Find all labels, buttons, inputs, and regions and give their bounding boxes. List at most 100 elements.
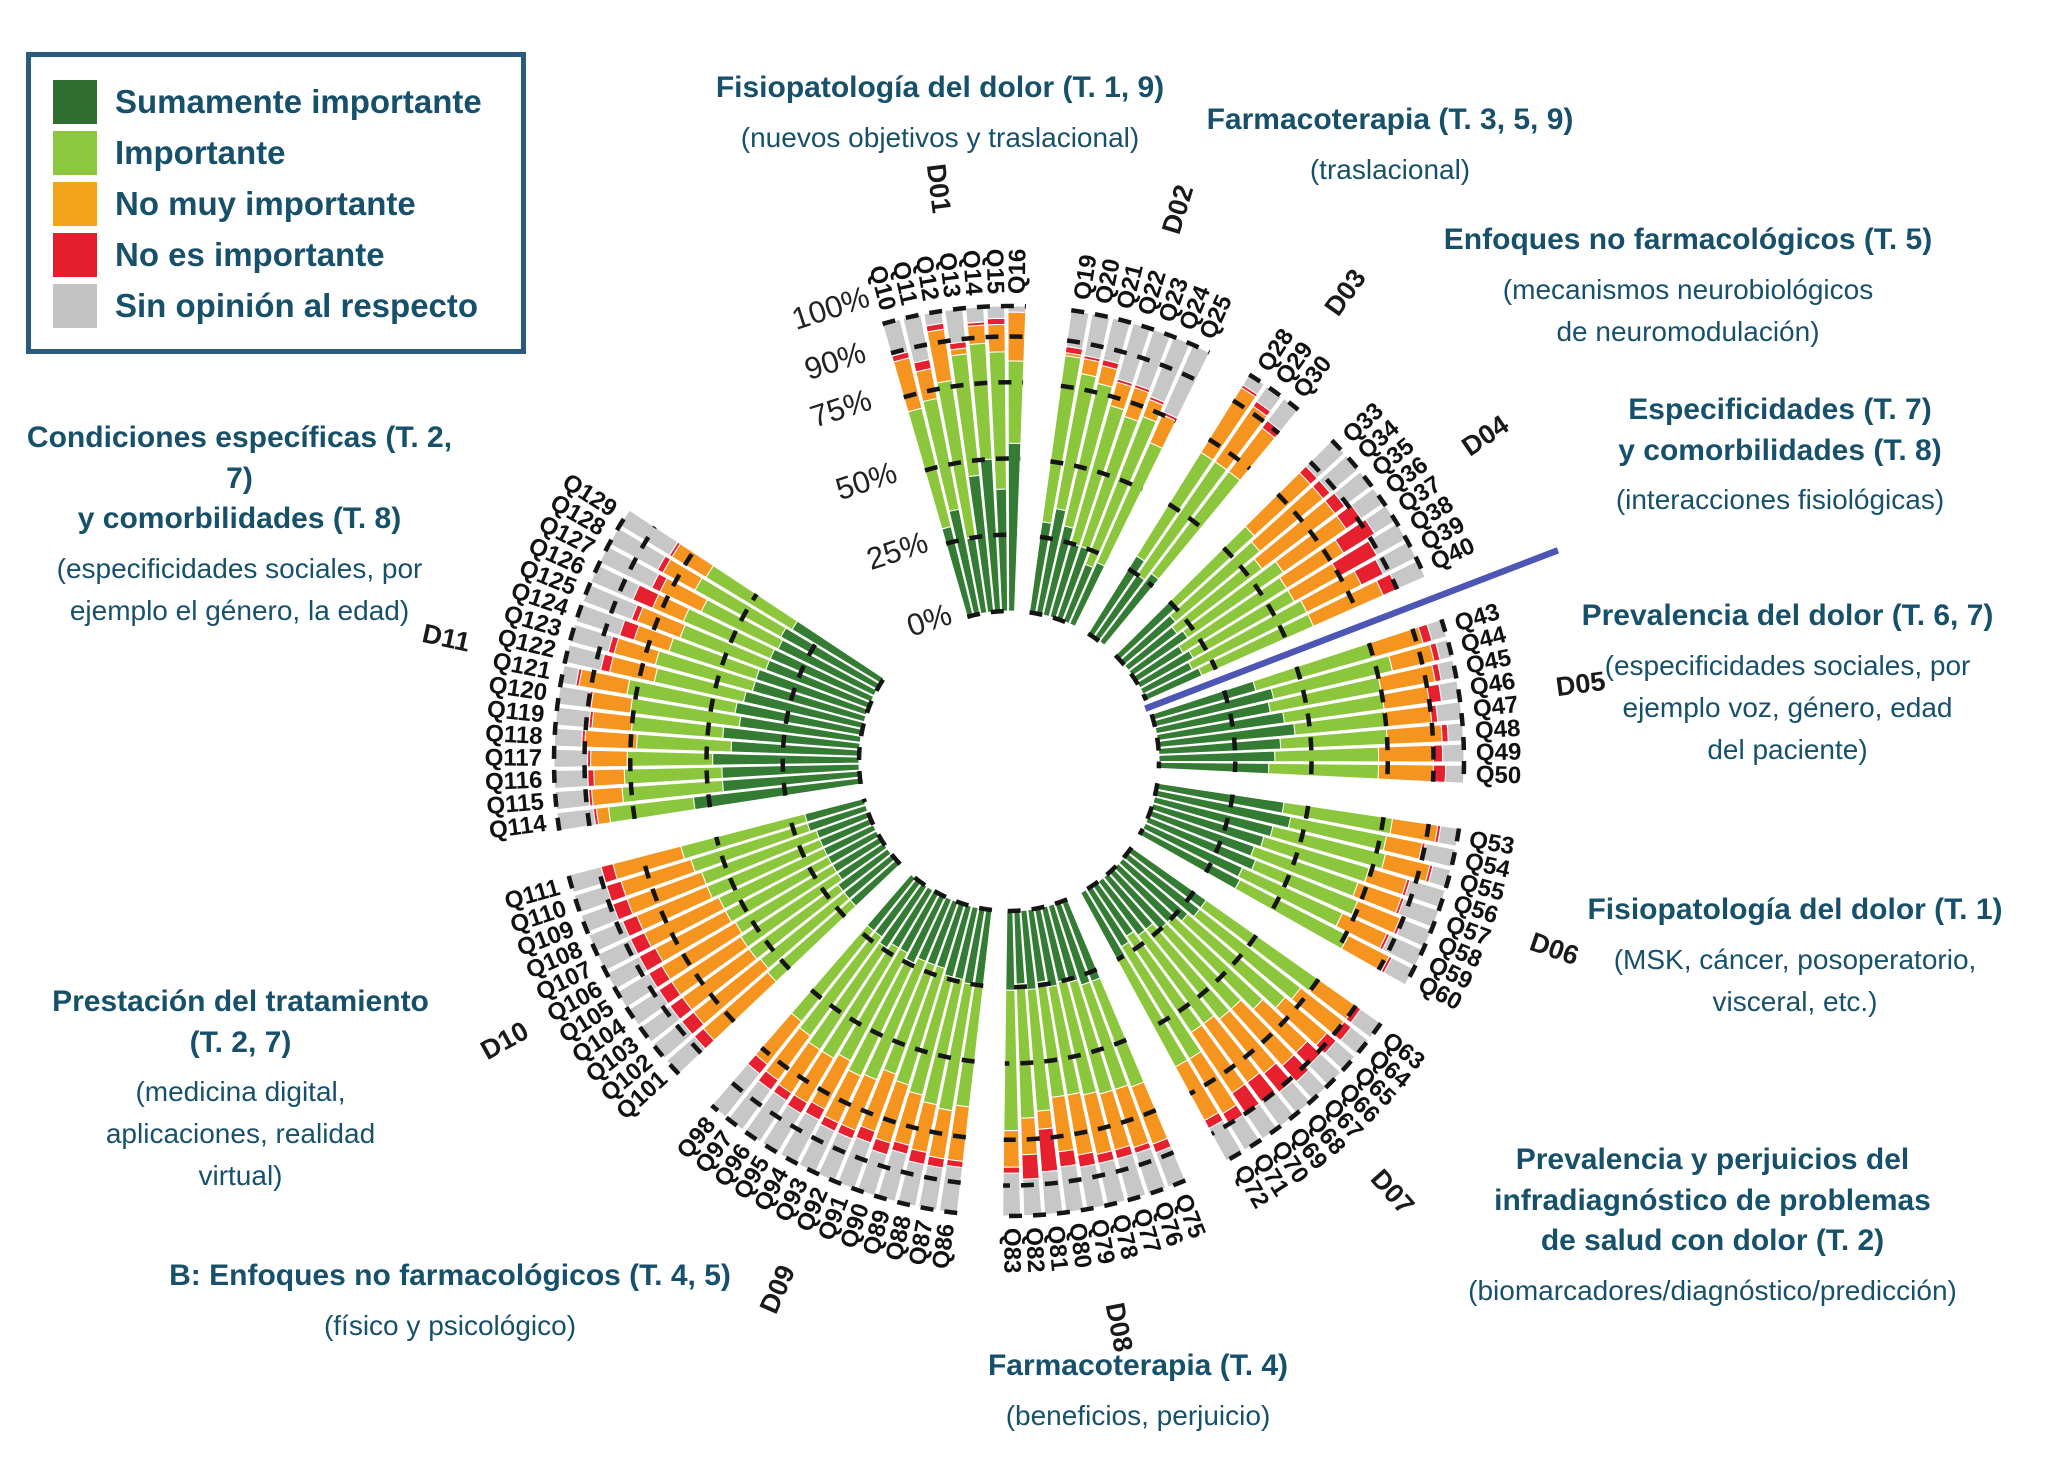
segment-Q14-2: [966, 324, 987, 346]
gridline-ring-0: [1086, 631, 1106, 647]
annotation-subtitle: (medicina digital, aplicaciones, realida…: [105, 1076, 376, 1191]
bar-Q111: [567, 798, 867, 894]
bar-Q92: [817, 896, 953, 1182]
segment-Q11-4: [902, 314, 931, 364]
annotation-subtitle: (físico y psicológico): [323, 1309, 577, 1341]
segment-Q82-2: [1020, 1116, 1038, 1156]
bar-Q101: [665, 859, 901, 1075]
gridline-ring-90: [1003, 1150, 1175, 1188]
bar-Q58: [1145, 816, 1432, 948]
bar-Q97: [727, 878, 922, 1131]
gridline-ring-25: [1221, 689, 1238, 773]
annotation-title: Fisiopatología del dolor (T. 1): [1587, 893, 2003, 926]
gridline-ring-0: [856, 677, 886, 785]
bar-Q110: [573, 804, 869, 914]
gridline-ring-75: [1003, 1108, 1157, 1142]
legend-item: Importante: [53, 131, 501, 175]
gridline-ring-90: [595, 866, 703, 1055]
gridline-ring-90: [1231, 398, 1281, 436]
segment-Q83-1: [1003, 989, 1019, 1132]
bar-Q95: [761, 886, 934, 1154]
segment-Q117-2: [590, 749, 628, 768]
annotation-subtitle: (interacciones fisiológicas): [1615, 484, 1945, 515]
bar-Q19: [1028, 309, 1090, 614]
segment-Q116-2: [593, 768, 626, 787]
gridline-ring-50: [1050, 459, 1144, 492]
bar-Q105: [616, 836, 884, 1009]
question-label-Q86: Q86: [927, 1222, 960, 1271]
gridline-ring-50: [924, 456, 1021, 473]
bar-Q56: [1150, 803, 1446, 909]
annotation-fisiopatologia-1: Fisiopatología del dolor (T. 1) (MSK, cá…: [1545, 890, 2045, 1023]
annotation-title: Condiciones específicas (T. 2, 7) y como…: [26, 421, 453, 535]
question-label-Q119: Q119: [486, 696, 546, 729]
annotation-title: Prevalencia del dolor (T. 6, 7): [1581, 599, 1994, 632]
segment-Q81-4: [1041, 1169, 1064, 1216]
gridline-ring-100: [551, 508, 632, 831]
gridline-ring-75: [903, 380, 1024, 400]
segment-Q83-2: [1002, 1129, 1020, 1168]
bar-Q122: [564, 644, 865, 730]
segment-Q83-0: [1005, 910, 1016, 991]
annotation-farmacoterapia-4: Farmacoterapia (T. 4) (beneficios, perju…: [888, 1346, 1388, 1437]
legend-swatch-importante: [53, 131, 97, 175]
question-label-Q16: Q16: [1004, 248, 1032, 294]
gridline-ring-100: [1248, 372, 1300, 412]
bar-Q21: [1042, 317, 1131, 618]
segment-Q50-0: [1158, 761, 1270, 775]
bar-Q45: [1154, 659, 1457, 735]
question-label-Q118: Q118: [485, 720, 544, 750]
annotation-title: Especificidades (T. 7) y comorbilidades …: [1618, 393, 1942, 467]
bar-Q90: [856, 901, 966, 1197]
bar-Q20: [1035, 313, 1111, 616]
bar-Q36: [1128, 487, 1385, 677]
gridline-ring-100: [1403, 828, 1462, 986]
axis-tick-label-100%: 100%: [787, 279, 873, 337]
question-label-Q15: Q15: [981, 248, 1009, 294]
bar-Q68: [1103, 872, 1311, 1115]
gridline-ring-50: [1222, 546, 1288, 640]
gridline-ring-100: [1439, 618, 1467, 784]
bar-Q35: [1124, 471, 1373, 672]
segment-Q117-1: [626, 750, 714, 767]
gridline-ring-75: [1336, 816, 1386, 949]
gridline-ring-50: [1294, 666, 1314, 776]
segment-Q47-2: [1383, 705, 1433, 728]
bar-Q83: [1002, 910, 1022, 1217]
bar-Q76: [1054, 901, 1167, 1195]
bar-Q106: [606, 830, 880, 991]
gridline-ring-90: [890, 334, 1025, 356]
bar-Q78: [1040, 905, 1126, 1206]
segment-Q98-4: [710, 1063, 761, 1118]
bar-Q96: [744, 882, 928, 1143]
bar-Q43: [1150, 618, 1448, 721]
gridline-ring-100: [1330, 438, 1428, 578]
segment-Q14-4: [965, 306, 985, 324]
gridline-ring-0: [861, 798, 902, 866]
question-label-Q80: Q80: [1063, 1221, 1096, 1270]
gridline-ring-50: [1167, 502, 1203, 530]
gridline-ring-75: [1188, 978, 1321, 1096]
bar-Q116: [553, 763, 860, 790]
domain-label-D04: D04: [1456, 409, 1514, 462]
gridline-ring-0: [966, 608, 1015, 620]
gridline-ring-100: [1225, 1021, 1383, 1163]
annotation-subtitle: (especificidades sociales, por ejemplo e…: [56, 552, 423, 626]
question-label-Q48: Q48: [1474, 715, 1521, 745]
segment-Q118-4: [553, 727, 584, 748]
bar-Q88: [897, 905, 979, 1207]
segment-Q124-4: [575, 603, 626, 637]
legend-item: No muy importante: [53, 182, 501, 226]
question-label-Q82: Q82: [1020, 1227, 1049, 1274]
bar-Q107: [596, 824, 877, 972]
segment-Q120-4: [557, 685, 591, 709]
axis-tick-label-50%: 50%: [831, 455, 901, 507]
gridline-ring-0: [1079, 846, 1134, 895]
gridline-ring-90: [1376, 823, 1432, 971]
bar-Q124: [575, 603, 869, 716]
bar-Q77: [1047, 903, 1147, 1201]
annotation-subtitle: (nuevos objetivos y traslacional): [740, 121, 1140, 153]
gridline-ring-75: [1207, 437, 1252, 471]
